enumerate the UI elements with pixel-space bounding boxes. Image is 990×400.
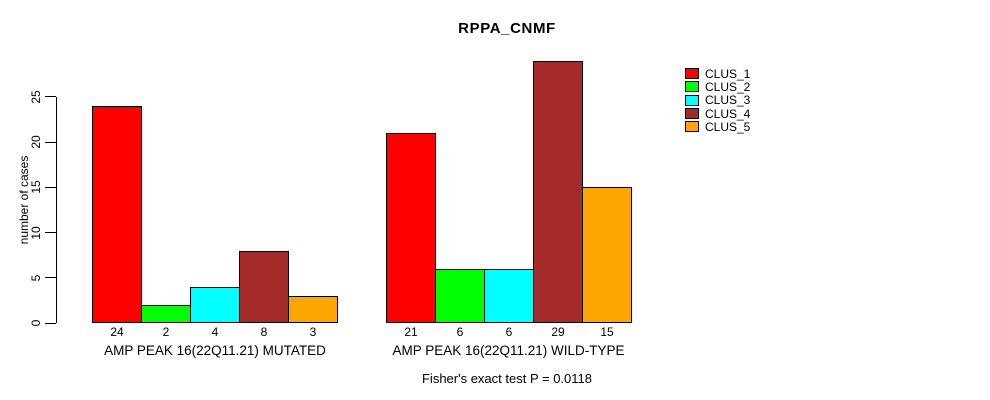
y-axis-tick-label: 25 bbox=[29, 90, 43, 104]
bar-value-label-clus_3-group2: 6 bbox=[505, 325, 513, 339]
chart-title: RPPA_CNMF bbox=[458, 20, 556, 37]
legend-swatch-clus_3 bbox=[685, 94, 699, 106]
bar-value-label-clus_5-group1: 3 bbox=[309, 325, 317, 339]
legend: CLUS_1 CLUS_2 CLUS_3 CLUS_4 CLUS_5 bbox=[685, 66, 751, 134]
y-axis-tick bbox=[45, 277, 56, 279]
y-axis-tick bbox=[45, 141, 56, 143]
bar-clus_1-group1 bbox=[92, 106, 142, 323]
y-axis-tick-label: 5 bbox=[29, 274, 43, 282]
y-axis-tick-label: 20 bbox=[29, 135, 43, 149]
fisher-exact-test-annotation: Fisher's exact test P = 0.0118 bbox=[421, 371, 593, 386]
legend-swatch-clus_4 bbox=[685, 108, 699, 120]
bar-value-label-clus_1-group1: 24 bbox=[110, 325, 124, 339]
legend-label-clus_5: CLUS_5 bbox=[705, 119, 751, 134]
bar-clus_2-group1 bbox=[141, 305, 191, 323]
bar-value-label-clus_3-group1: 4 bbox=[211, 325, 219, 339]
y-axis-tick bbox=[45, 96, 56, 98]
bar-value-label-clus_4-group2: 29 bbox=[551, 325, 565, 339]
legend-label-clus_3: CLUS_3 bbox=[705, 93, 751, 108]
group-label-wild-type: AMP PEAK 16(22Q11.21) WILD-TYPE bbox=[392, 343, 625, 358]
bar-clus_4-group2 bbox=[533, 61, 583, 323]
y-axis-tick bbox=[45, 186, 56, 188]
legend-item-clus_2: CLUS_2 bbox=[685, 79, 751, 94]
bar-clus_4-group1 bbox=[239, 251, 289, 323]
bar-clus_5-group2 bbox=[582, 187, 632, 323]
legend-label-clus_2: CLUS_2 bbox=[705, 79, 751, 94]
legend-item-clus_5: CLUS_5 bbox=[685, 119, 751, 134]
legend-label-clus_4: CLUS_4 bbox=[705, 106, 751, 121]
y-axis-tick-label: 0 bbox=[29, 319, 43, 327]
bar-clus_1-group2 bbox=[386, 133, 436, 323]
legend-item-clus_3: CLUS_3 bbox=[685, 93, 751, 108]
group-label-mutated: AMP PEAK 16(22Q11.21) MUTATED bbox=[104, 343, 326, 358]
bar-value-label-clus_1-group2: 21 bbox=[404, 325, 418, 339]
y-axis-tick-label: 15 bbox=[29, 180, 43, 194]
legend-swatch-clus_1 bbox=[685, 68, 699, 80]
legend-swatch-clus_2 bbox=[685, 81, 699, 93]
y-axis-tick bbox=[45, 322, 56, 324]
bar-clus_3-group1 bbox=[190, 287, 240, 323]
legend-item-clus_4: CLUS_4 bbox=[685, 106, 751, 121]
bar-value-label-clus_4-group1: 8 bbox=[260, 325, 268, 339]
bar-value-label-clus_5-group2: 15 bbox=[600, 325, 614, 339]
bar-clus_2-group2 bbox=[435, 269, 485, 323]
bar-value-label-clus_2-group1: 2 bbox=[162, 325, 170, 339]
y-axis-tick bbox=[45, 232, 56, 233]
bar-value-label-clus_2-group2: 6 bbox=[456, 325, 464, 339]
legend-label-clus_1: CLUS_1 bbox=[705, 66, 751, 81]
bar-clus_3-group2 bbox=[484, 269, 534, 323]
legend-item-clus_1: CLUS_1 bbox=[685, 66, 751, 81]
bar-clus_5-group1 bbox=[288, 296, 338, 323]
legend-swatch-clus_5 bbox=[685, 121, 699, 133]
y-axis-tick-label: 10 bbox=[29, 225, 43, 240]
y-axis-line bbox=[56, 96, 57, 323]
